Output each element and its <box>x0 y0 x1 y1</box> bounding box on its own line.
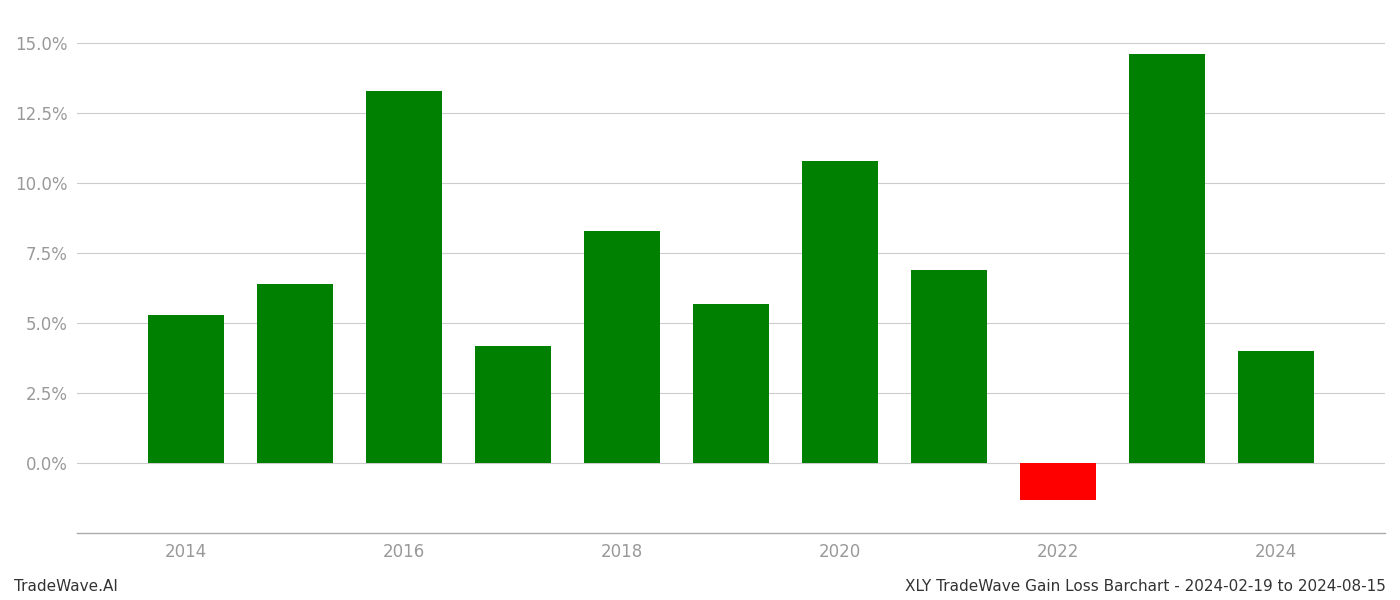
Bar <box>1128 54 1205 463</box>
Bar <box>584 231 661 463</box>
Bar <box>258 284 333 463</box>
Bar <box>148 315 224 463</box>
Bar <box>1238 351 1315 463</box>
Bar <box>693 304 770 463</box>
Text: TradeWave.AI: TradeWave.AI <box>14 579 118 594</box>
Bar <box>911 270 987 463</box>
Bar <box>802 161 878 463</box>
Bar <box>367 91 442 463</box>
Text: XLY TradeWave Gain Loss Barchart - 2024-02-19 to 2024-08-15: XLY TradeWave Gain Loss Barchart - 2024-… <box>906 579 1386 594</box>
Bar <box>475 346 552 463</box>
Bar <box>1021 463 1096 500</box>
